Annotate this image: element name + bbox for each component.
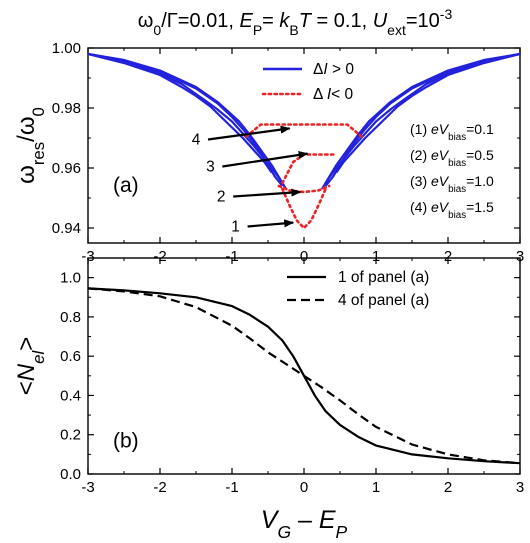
x-tick-label: 2 bbox=[444, 248, 452, 265]
y-tick-label: 0.2 bbox=[60, 427, 81, 444]
x-tick-label: -1 bbox=[225, 479, 238, 496]
panel-label: (b) bbox=[113, 429, 139, 452]
panel-label: (a) bbox=[113, 174, 139, 197]
x-tick-label: -1 bbox=[225, 248, 238, 265]
y-axis-label: ωres/ω0 bbox=[13, 107, 48, 184]
bias-note-1: (1) eVbias=0.1 bbox=[410, 121, 494, 143]
x-tick-label: -2 bbox=[153, 248, 166, 265]
panel-b: -3 -2 -1 0 1 2 3 0.0 0.2 0.4 0.6 0.8 1.0 (b) <Nel> VG –… bbox=[13, 257, 524, 542]
x-tick-label: -2 bbox=[153, 479, 166, 496]
legend-label: 1 of panel (a) bbox=[338, 269, 429, 286]
series-group bbox=[88, 52, 520, 230]
y-tick-label: 0.8 bbox=[60, 309, 81, 326]
x-tick-label: 1 bbox=[372, 248, 380, 265]
curve-number-label: 3 bbox=[206, 159, 215, 176]
y-tick-label: 0.4 bbox=[60, 387, 81, 404]
y-tick-label: 0.0 bbox=[60, 466, 81, 483]
solid-curve-6 bbox=[324, 52, 520, 184]
legend-label: ΔI > 0 bbox=[313, 61, 354, 78]
curve-arrow bbox=[207, 125, 291, 141]
y-axis-label: <Nel> bbox=[13, 337, 48, 395]
x-tick-label: 3 bbox=[516, 479, 524, 496]
solid-curve-0 bbox=[88, 52, 287, 190]
curve-number-label: 2 bbox=[217, 189, 226, 206]
solid-curve-5 bbox=[324, 52, 520, 187]
dashed-curve-1 bbox=[88, 287, 520, 465]
y-tick-label: 0.96 bbox=[52, 160, 81, 177]
red-dotted-curve-9 bbox=[277, 184, 331, 194]
legend-label: Δ I< 0 bbox=[313, 86, 353, 103]
solid-curve-1 bbox=[88, 52, 284, 187]
red-dotted-curve-10 bbox=[281, 153, 338, 185]
bias-note-2: (2) eVbias=0.5 bbox=[410, 147, 494, 169]
x-tick-label: 2 bbox=[444, 479, 452, 496]
x-axis-label: VG – EP bbox=[261, 506, 348, 542]
y-tick-label: 0.98 bbox=[52, 100, 81, 117]
curve-arrow bbox=[233, 188, 302, 198]
x-tick-label: 1 bbox=[372, 479, 380, 496]
x-tick-label: -3 bbox=[81, 479, 94, 496]
plot-frame bbox=[87, 257, 521, 475]
x-tick-label: -3 bbox=[81, 248, 94, 265]
curve-number-label: 4 bbox=[192, 132, 201, 149]
curve-arrow bbox=[222, 150, 309, 168]
x-tick-label: 0 bbox=[300, 479, 308, 496]
solid-curve-7 bbox=[335, 52, 520, 174]
bias-note-4: (4) eVbias=1.5 bbox=[410, 199, 494, 221]
x-tick-label: 3 bbox=[516, 248, 524, 265]
y-tick-label: 1.0 bbox=[60, 270, 81, 287]
y-tick-label: 0.6 bbox=[60, 348, 81, 365]
legend-label: 4 of panel (a) bbox=[338, 292, 429, 309]
y-tick-label: 1.00 bbox=[52, 40, 81, 57]
y-tick-label: 0.94 bbox=[52, 220, 81, 237]
figure-title: ω0/Γ=0.01, EP= kBT = 0.1, Uext=10-3 bbox=[138, 6, 453, 38]
solid-curve-2 bbox=[88, 52, 284, 184]
curve-number-label: 1 bbox=[231, 219, 240, 236]
bias-note-3: (3) eVbias=1.0 bbox=[410, 173, 494, 195]
red-dotted-curve-11 bbox=[245, 123, 363, 138]
red-dotted-curve-8 bbox=[281, 187, 327, 230]
series-group bbox=[88, 287, 520, 465]
x-tick-label: 0 bbox=[300, 248, 308, 265]
solid-curve-3 bbox=[88, 52, 273, 174]
curve-arrow bbox=[247, 219, 295, 228]
